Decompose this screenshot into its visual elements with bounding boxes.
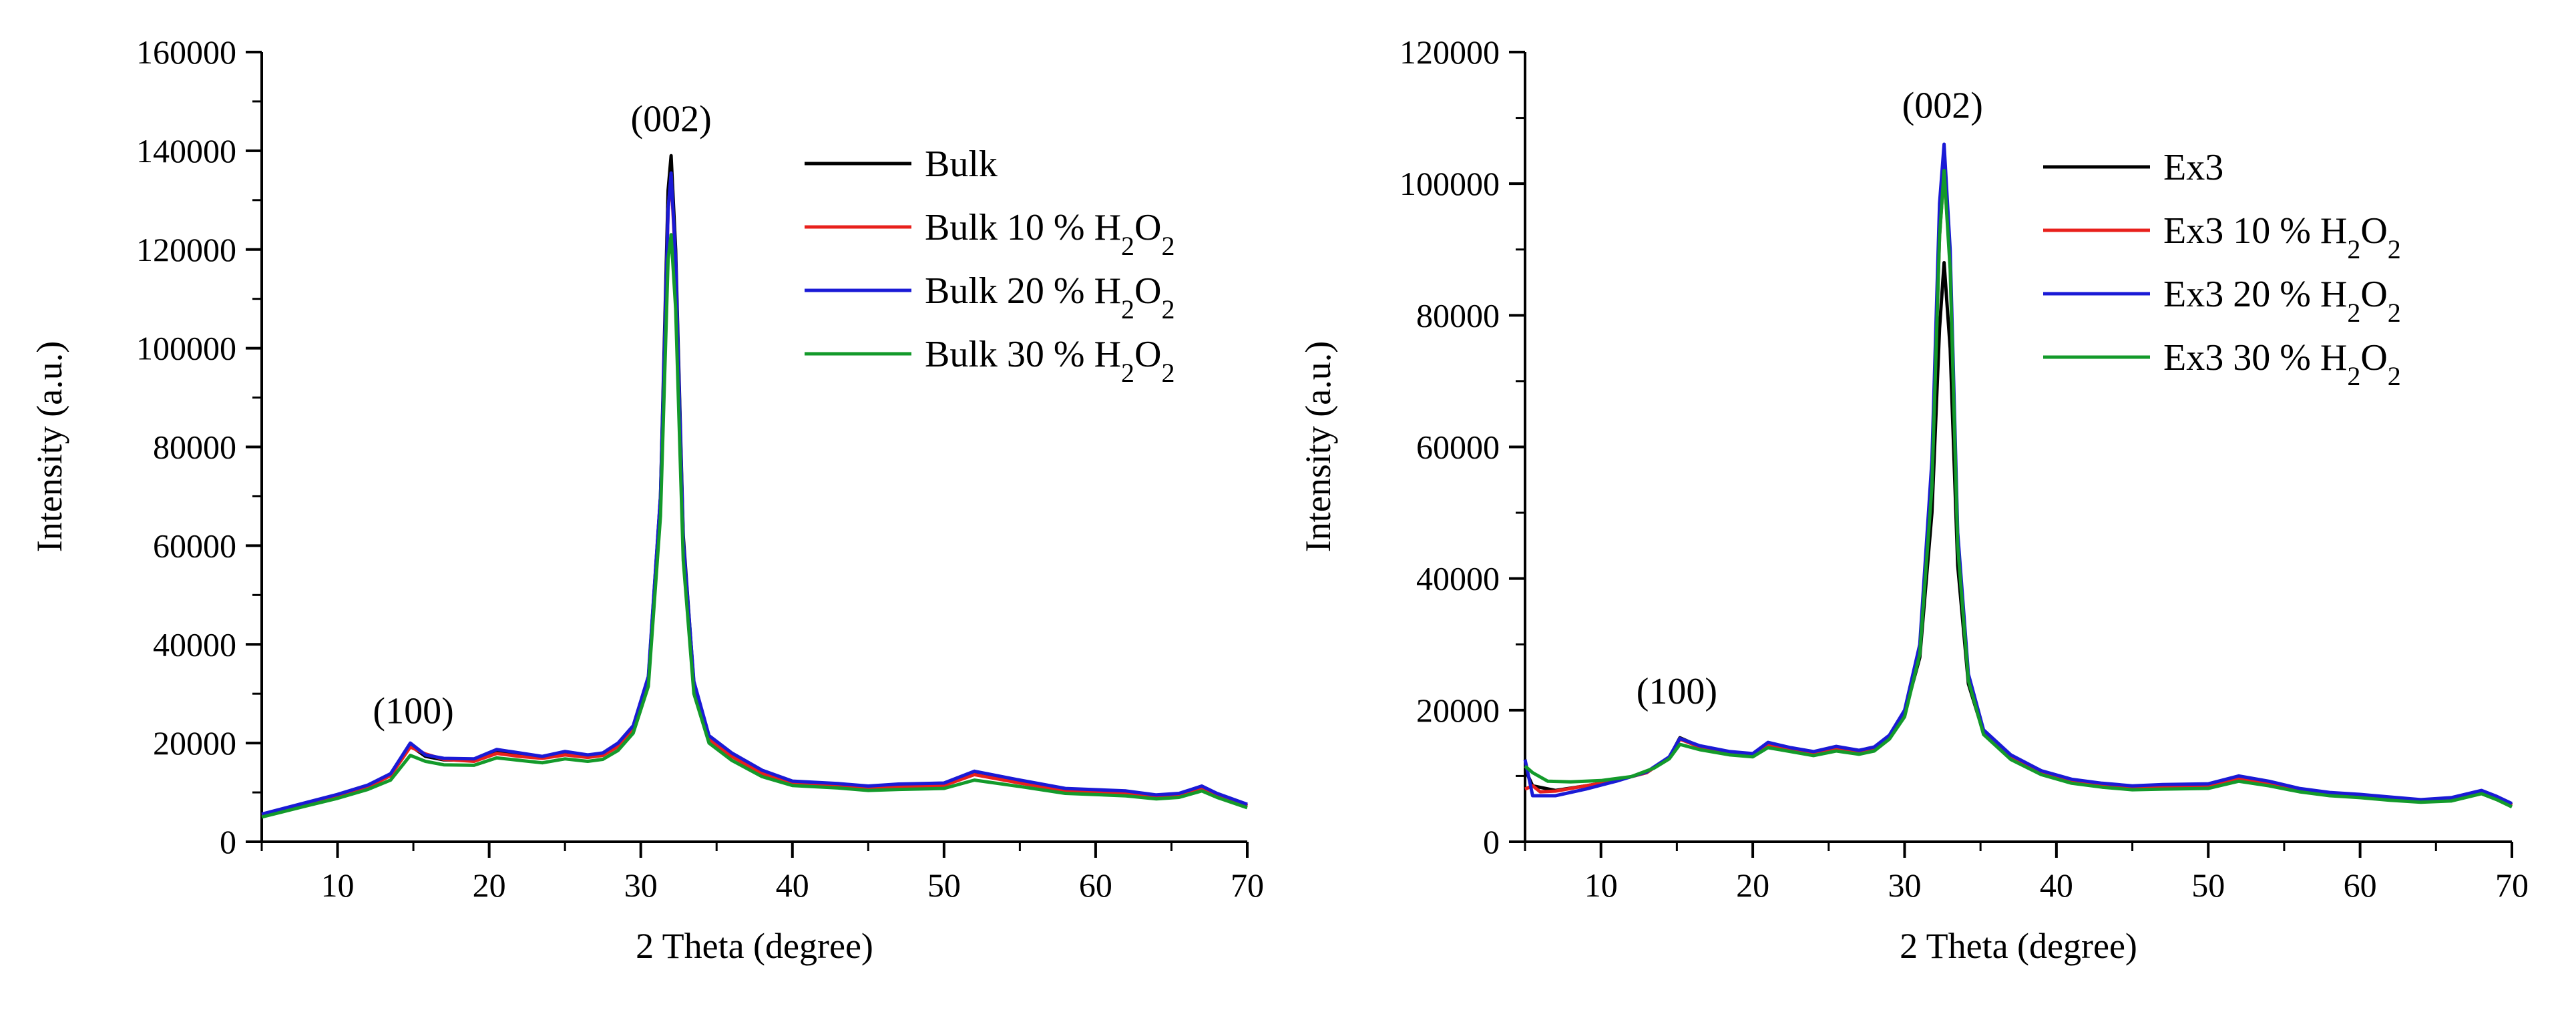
x-tick-label: 60 xyxy=(2344,866,2377,904)
peak-annotation: (100) xyxy=(373,691,453,732)
y-tick-label: 60000 xyxy=(153,527,236,564)
x-axis-title: 2 Theta (degree) xyxy=(636,926,873,966)
x-tick-label: 70 xyxy=(1231,866,1264,904)
legend-label: Ex3 10 % H2O2 xyxy=(2163,210,2401,264)
legend-label: Bulk 10 % H2O2 xyxy=(925,207,1174,261)
peak-annotation: (100) xyxy=(1637,671,1717,712)
y-tick-label: 0 xyxy=(1483,823,1500,860)
x-tick-label: 30 xyxy=(624,866,658,904)
y-axis-title: Intensity (a.u.) xyxy=(1298,341,1338,552)
x-tick-label: 70 xyxy=(2495,866,2529,904)
series-line-3 xyxy=(261,233,1248,819)
y-tick-label: 100000 xyxy=(1400,165,1500,202)
series-line-2 xyxy=(1523,142,2513,806)
y-axis-title: Intensity (a.u.) xyxy=(29,341,69,552)
y-tick-label: 0 xyxy=(220,823,236,860)
legend-label: Ex3 20 % H2O2 xyxy=(2163,274,2401,328)
x-tick-label: 50 xyxy=(927,866,961,904)
x-tick-label: 10 xyxy=(321,866,355,904)
series-line-2 xyxy=(261,171,1248,816)
series-line-3 xyxy=(1524,169,2513,809)
peak-annotation: (002) xyxy=(630,98,711,140)
y-tick-label: 120000 xyxy=(1400,33,1500,71)
legend-label: Bulk xyxy=(925,144,998,185)
y-tick-label: 100000 xyxy=(136,330,236,367)
x-tick-label: 10 xyxy=(1584,866,1618,904)
x-tick-label: 60 xyxy=(1079,866,1112,904)
x-tick-label: 30 xyxy=(1888,866,1921,904)
legend-label: Bulk 30 % H2O2 xyxy=(925,334,1174,388)
y-tick-label: 20000 xyxy=(1416,692,1500,729)
chart-ex3: 10 20 30 40 50 60 70 0 20000 40000 60000 80000 10000… xyxy=(1298,33,2529,966)
x-tick-label: 20 xyxy=(473,866,506,904)
y-tick-label: 160000 xyxy=(136,33,236,71)
x-axis-title: 2 Theta (degree) xyxy=(1900,926,2137,966)
y-tick-label: 120000 xyxy=(136,231,236,268)
y-tick-label: 20000 xyxy=(153,724,236,762)
y-tick-label: 140000 xyxy=(136,132,236,170)
legend-label: Ex3 xyxy=(2163,147,2223,188)
legend-label: Ex3 30 % H2O2 xyxy=(2163,337,2401,391)
y-tick-label: 80000 xyxy=(153,429,236,466)
x-tick-label: 40 xyxy=(2040,866,2073,904)
peak-annotation: (002) xyxy=(1902,85,1983,127)
x-tick-label: 40 xyxy=(776,866,809,904)
y-tick-label: 60000 xyxy=(1416,429,1500,466)
y-tick-label: 80000 xyxy=(1416,296,1500,334)
y-tick-label: 40000 xyxy=(153,625,236,663)
legend-label: Bulk 20 % H2O2 xyxy=(925,270,1174,324)
y-tick-label: 40000 xyxy=(1416,560,1500,597)
x-tick-label: 50 xyxy=(2191,866,2225,904)
chart-bulk: 10 20 30 40 50 60 70 0 20000 40000 60000 80000 10000… xyxy=(29,33,1264,966)
x-tick-label: 20 xyxy=(1736,866,1769,904)
